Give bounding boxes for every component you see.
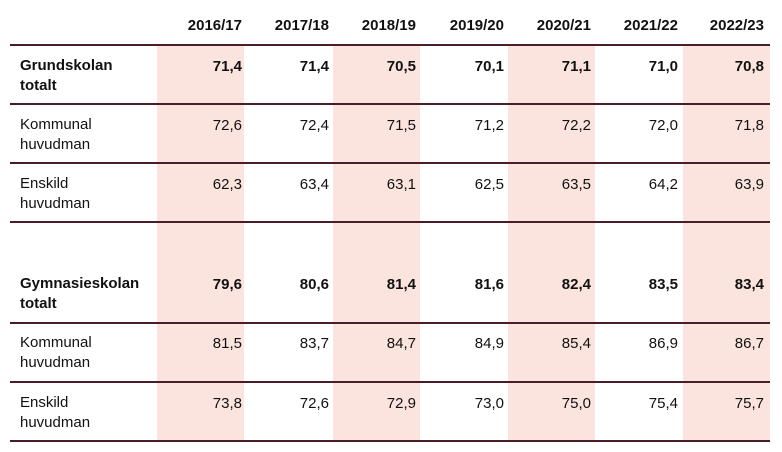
header-divider	[10, 44, 770, 46]
table-cell: 72,9	[386, 395, 416, 412]
table-cell: 71,2	[474, 117, 504, 134]
table-cell: 81,6	[474, 276, 504, 293]
table-cell: 72,6	[212, 117, 242, 134]
row-label-line: huvudman	[20, 195, 91, 212]
table-cell: 75,0	[561, 395, 591, 412]
row-label: Grundskolan totalt	[20, 56, 113, 96]
table-cell: 86,9	[648, 335, 678, 352]
table-cell: 70,5	[386, 58, 416, 75]
table-cell: 63,1	[386, 176, 416, 193]
table-cell: 81,4	[386, 276, 416, 293]
row-label: Kommunal huvudman	[20, 115, 92, 155]
table-cell: 70,8	[734, 58, 764, 75]
table-cell: 83,5	[648, 276, 678, 293]
table-cell: 83,4	[734, 276, 764, 293]
table-cell: 72,6	[299, 395, 329, 412]
row-label-line: totalt	[20, 77, 57, 94]
table-cell: 71,4	[212, 58, 242, 75]
table-cell: 73,8	[212, 395, 242, 412]
row-label-line: huvudman	[20, 136, 91, 153]
row-label-line: huvudman	[20, 354, 91, 371]
table-cell: 62,3	[212, 176, 242, 193]
row-label: Enskild huvudman	[20, 393, 90, 433]
shaded-column-2018-19	[333, 45, 420, 442]
row-label: Kommunal huvudman	[20, 333, 92, 373]
row-label-line: Grundskolan	[20, 57, 113, 74]
table-cell: 71,1	[561, 58, 591, 75]
table-cell: 64,2	[648, 176, 678, 193]
row-label-line: Kommunal	[20, 116, 92, 133]
table-cell: 84,9	[474, 335, 504, 352]
row-label-line: Kommunal	[20, 334, 92, 351]
table-cell: 72,4	[299, 117, 329, 134]
table-cell: 79,6	[212, 276, 242, 293]
row-divider	[10, 162, 770, 164]
table-cell: 85,4	[561, 335, 591, 352]
row-label: Gymnasieskolan totalt	[20, 274, 139, 314]
table-bottom-rule	[10, 440, 770, 442]
table-cell: 70,1	[474, 58, 504, 75]
table-cell: 83,7	[299, 335, 329, 352]
row-divider	[10, 381, 770, 383]
table-cell: 73,0	[474, 395, 504, 412]
shaded-column-2022-23	[683, 45, 770, 442]
table-cell: 75,4	[648, 395, 678, 412]
column-header: 2017/18	[274, 17, 329, 34]
table-cell: 84,7	[386, 335, 416, 352]
row-divider	[10, 322, 770, 324]
row-label-line: Enskild	[20, 175, 69, 192]
table-cell: 75,7	[734, 395, 764, 412]
table-cell: 63,9	[734, 176, 764, 193]
row-label-line: huvudman	[20, 414, 91, 431]
shaded-column-2020-21	[508, 45, 595, 442]
row-divider	[10, 221, 770, 223]
table-cell: 81,5	[212, 335, 242, 352]
table-cell: 86,7	[734, 335, 764, 352]
table-cell: 63,4	[299, 176, 329, 193]
table-cell: 71,5	[386, 117, 416, 134]
row-label-line: totalt	[20, 295, 57, 312]
table-cell: 72,0	[648, 117, 678, 134]
table-cell: 71,0	[648, 58, 678, 75]
shaded-column-2016-17	[157, 45, 244, 442]
table-cell: 63,5	[561, 176, 591, 193]
row-label-line: Gymnasieskolan	[20, 275, 140, 292]
column-header: 2021/22	[623, 17, 678, 34]
table-cell: 80,6	[299, 276, 329, 293]
row-label-line: Enskild	[20, 394, 69, 411]
table-cell: 71,8	[734, 117, 764, 134]
column-header: 2022/23	[709, 17, 764, 34]
table-cell: 71,4	[299, 58, 329, 75]
column-header: 2016/17	[187, 17, 242, 34]
row-label: Enskild huvudman	[20, 174, 90, 214]
table-cell: 72,2	[561, 117, 591, 134]
column-header: 2020/21	[536, 17, 591, 34]
row-divider	[10, 103, 770, 105]
table-cell: 82,4	[561, 276, 591, 293]
table-cell: 62,5	[474, 176, 504, 193]
column-header: 2019/20	[449, 17, 504, 34]
column-header: 2018/19	[361, 17, 416, 34]
